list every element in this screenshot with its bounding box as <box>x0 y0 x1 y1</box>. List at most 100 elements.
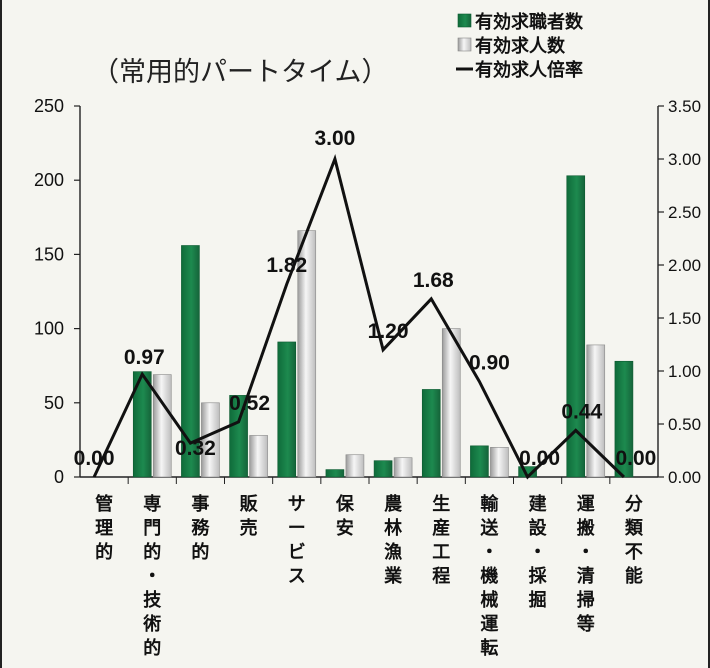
category-label: 販売 <box>240 494 259 539</box>
category-label-char: 術 <box>142 613 161 635</box>
category-label-char: 安 <box>336 517 354 539</box>
right-axis-tick-label: 1.50 <box>668 309 701 328</box>
category-label-char: 漁 <box>384 541 402 563</box>
bar-jobseekers <box>470 445 489 478</box>
ratio-data-label: 0.32 <box>175 437 216 460</box>
bar-jobseekers <box>421 389 441 478</box>
category-label-char: 等 <box>577 613 595 635</box>
ratio-data-label: 1.82 <box>266 254 307 277</box>
right-axis-tick-label: 2.00 <box>668 256 701 275</box>
category-label-char: サ <box>288 494 306 515</box>
category-label-char: 産 <box>432 517 450 539</box>
category-label-char: 事 <box>191 493 209 515</box>
category-label-char: 生 <box>432 493 450 515</box>
bar-jobseekers <box>566 175 586 478</box>
left-axis-tick-label: 0 <box>54 467 64 487</box>
category-label: 管理的 <box>95 493 113 563</box>
ratio-data-label: 0.90 <box>469 352 510 375</box>
bar-jobseekers <box>325 469 345 478</box>
category-label-char: 管 <box>95 493 113 515</box>
category-label-char: 務 <box>191 517 210 539</box>
category-label-char: 機 <box>480 565 498 587</box>
bar-job-openings <box>249 435 268 478</box>
category-label-char: ー <box>288 518 306 539</box>
legend-label: 有効求人数 <box>475 35 566 57</box>
legend-swatch-jobseekers <box>457 13 472 28</box>
category-label-char: 専 <box>143 493 161 515</box>
bar-job-openings <box>441 328 461 478</box>
category-label-char: 械 <box>480 589 498 611</box>
category-label-char: ス <box>288 566 306 587</box>
category-label-char: 程 <box>432 566 450 587</box>
category-label-char: 林 <box>384 517 402 539</box>
bar-jobseekers <box>229 395 248 478</box>
bar-jobseekers <box>181 245 200 478</box>
left-axis-tick-label: 200 <box>34 170 64 190</box>
category-label-char: 掃 <box>577 589 595 611</box>
category-label-char: 工 <box>432 542 450 563</box>
category-label: 事務的 <box>191 493 210 563</box>
category-label-char: 的 <box>95 541 113 563</box>
category-label-char: 転 <box>480 637 498 659</box>
category-label-char: 運 <box>577 494 595 515</box>
category-label-char: 保 <box>335 493 355 515</box>
ratio-data-label: 1.20 <box>368 320 409 343</box>
bar-jobseekers <box>373 460 393 478</box>
bar-job-openings <box>201 402 220 478</box>
category-label-char: ・ <box>480 542 498 563</box>
category-label-char: 清 <box>577 566 595 587</box>
category-label-char: 搬 <box>577 517 595 539</box>
category-label-char: 分 <box>625 494 643 515</box>
legend-swatch-openings <box>457 37 472 52</box>
left-axis-tick-label: 50 <box>44 393 64 413</box>
bar-job-openings <box>345 454 365 478</box>
left-axis-tick-label: 250 <box>34 96 64 116</box>
ratio-data-label: 0.44 <box>561 400 602 423</box>
ratio-data-label: 0.52 <box>229 392 270 415</box>
category-label-char: 門 <box>143 518 161 539</box>
ratio-data-label: 0.00 <box>74 447 115 470</box>
category-label-char: 設 <box>529 517 548 539</box>
category-label-char: 掘 <box>529 589 547 611</box>
category-label-char: ・ <box>529 542 547 563</box>
left-axis-tick-label: 100 <box>34 319 64 339</box>
category-label-char: ビ <box>288 542 306 563</box>
bar-job-openings <box>490 447 509 478</box>
right-axis-tick-label: 3.00 <box>668 150 701 169</box>
right-axis-tick-label: 2.50 <box>668 203 701 222</box>
category-label-char: 能 <box>625 565 643 587</box>
bar-job-openings <box>152 374 172 478</box>
ratio-data-label: 3.00 <box>314 127 355 150</box>
category-label-char: 不 <box>625 542 643 563</box>
category-label-char: 運 <box>480 614 498 635</box>
ratio-data-label: 1.68 <box>413 269 454 292</box>
category-label: 専門的・技術的 <box>142 493 162 659</box>
category-label-char: 技 <box>143 589 162 611</box>
legend-label: 有効求人倍率 <box>475 59 583 81</box>
category-label: 保安 <box>335 493 355 539</box>
category-label-char: 農 <box>384 494 403 515</box>
category-label-char: 的 <box>191 541 209 563</box>
right-axis-tick-label: 0.50 <box>668 415 701 434</box>
category-label-char: 送 <box>479 517 499 539</box>
legend-label: 有効求職者数 <box>475 11 584 33</box>
category-label-char: 的 <box>143 637 161 659</box>
category-label-char: 輸 <box>480 493 499 515</box>
right-axis-tick-label: 0.00 <box>668 468 701 487</box>
category-label: 建設・採掘 <box>529 493 548 611</box>
category-label-char: ・ <box>143 566 161 587</box>
ratio-data-label: 0.97 <box>124 346 165 369</box>
bar-jobseekers <box>277 341 297 478</box>
category-label-char: ・ <box>577 542 595 563</box>
ratio-data-label: 0.00 <box>519 447 560 470</box>
left-axis-tick-label: 150 <box>34 244 64 264</box>
category-label-char: 販 <box>240 494 259 515</box>
category-label-char: 理 <box>95 518 113 539</box>
